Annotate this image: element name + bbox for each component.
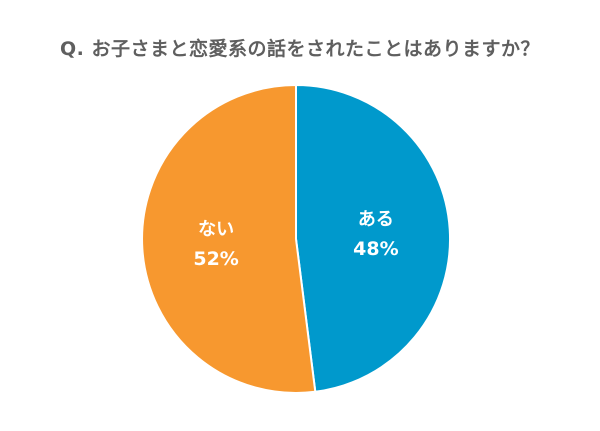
pie-slice-2 [141,83,317,394]
slice-label-1: ある [358,209,394,230]
chart-title: Q. お子さまと恋愛系の話をされたことはありますか？ [60,38,540,60]
slice-value-1: 48% [353,238,398,260]
pie-labels: ある 48% ない 52% [193,209,398,270]
pie-slice-1 [295,83,451,393]
slice-value-2: 52% [193,248,238,270]
slice-label-2: ない [198,219,234,240]
pie-slices [141,83,451,394]
